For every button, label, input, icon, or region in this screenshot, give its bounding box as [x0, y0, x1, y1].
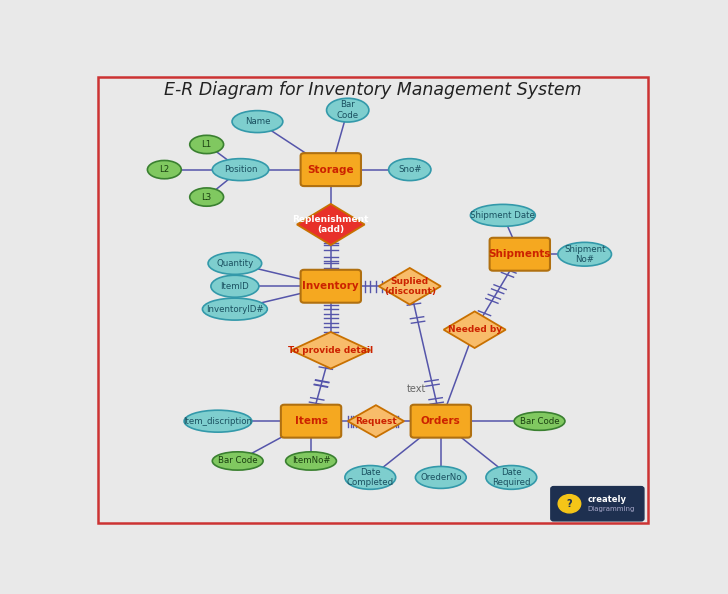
- Text: Bar Code: Bar Code: [218, 456, 258, 466]
- Text: OrederNo: OrederNo: [420, 473, 462, 482]
- Text: Date
Required: Date Required: [492, 467, 531, 487]
- Text: L2: L2: [159, 165, 170, 174]
- Ellipse shape: [327, 98, 369, 122]
- Text: L3: L3: [202, 192, 212, 201]
- Ellipse shape: [416, 466, 466, 488]
- Polygon shape: [443, 311, 506, 348]
- Text: E-R Diagram for Inventory Management System: E-R Diagram for Inventory Management Sys…: [165, 81, 582, 99]
- Ellipse shape: [213, 159, 269, 181]
- Ellipse shape: [345, 466, 396, 489]
- Polygon shape: [297, 204, 365, 245]
- Text: To provide detail: To provide detail: [288, 346, 373, 355]
- Ellipse shape: [184, 410, 252, 432]
- Ellipse shape: [232, 110, 282, 132]
- Text: ItemID: ItemID: [221, 282, 249, 290]
- Text: L1: L1: [202, 140, 212, 149]
- Ellipse shape: [202, 298, 267, 320]
- FancyBboxPatch shape: [551, 486, 644, 521]
- Text: Bar
Code: Bar Code: [336, 100, 359, 120]
- FancyBboxPatch shape: [411, 405, 471, 438]
- Ellipse shape: [148, 160, 181, 179]
- Text: Shipment Date: Shipment Date: [470, 211, 535, 220]
- Text: Diagramming: Diagramming: [587, 506, 635, 512]
- Text: Quantity: Quantity: [216, 259, 253, 268]
- Text: ItemNo#: ItemNo#: [292, 456, 331, 466]
- Text: InventoryID#: InventoryID#: [206, 305, 264, 314]
- Ellipse shape: [211, 275, 259, 297]
- Ellipse shape: [285, 452, 336, 470]
- Text: Item_discription: Item_discription: [183, 416, 253, 426]
- Text: Storage: Storage: [307, 165, 354, 175]
- Polygon shape: [379, 268, 441, 305]
- Text: Shipments: Shipments: [488, 249, 551, 259]
- FancyBboxPatch shape: [281, 405, 341, 438]
- Text: creately: creately: [587, 495, 627, 504]
- Text: Items: Items: [295, 416, 328, 426]
- Ellipse shape: [558, 242, 612, 266]
- Text: Shipment
No#: Shipment No#: [564, 245, 606, 264]
- FancyBboxPatch shape: [301, 270, 361, 303]
- Text: text: text: [406, 384, 426, 394]
- Text: Position: Position: [223, 165, 257, 174]
- Text: Replenishment
(add): Replenishment (add): [293, 215, 369, 234]
- Text: Sno#: Sno#: [398, 165, 422, 174]
- Polygon shape: [348, 405, 404, 437]
- Text: Name: Name: [245, 117, 270, 126]
- Ellipse shape: [389, 159, 431, 181]
- Text: ?: ?: [566, 499, 572, 508]
- Ellipse shape: [190, 188, 223, 206]
- Ellipse shape: [213, 452, 263, 470]
- Polygon shape: [291, 332, 371, 368]
- Text: Bar Code: Bar Code: [520, 416, 559, 426]
- FancyBboxPatch shape: [301, 153, 361, 186]
- Circle shape: [558, 495, 581, 513]
- Ellipse shape: [514, 412, 565, 430]
- Ellipse shape: [486, 466, 537, 489]
- FancyBboxPatch shape: [490, 238, 550, 271]
- Text: Suplied
(discount): Suplied (discount): [384, 277, 436, 296]
- Ellipse shape: [190, 135, 223, 154]
- Text: Date
Completed: Date Completed: [347, 467, 394, 487]
- Text: Inventory: Inventory: [302, 281, 359, 291]
- Text: Orders: Orders: [421, 416, 461, 426]
- Ellipse shape: [208, 252, 261, 274]
- Text: Needed by: Needed by: [448, 325, 502, 334]
- Ellipse shape: [470, 204, 535, 226]
- Text: Request: Request: [355, 416, 397, 426]
